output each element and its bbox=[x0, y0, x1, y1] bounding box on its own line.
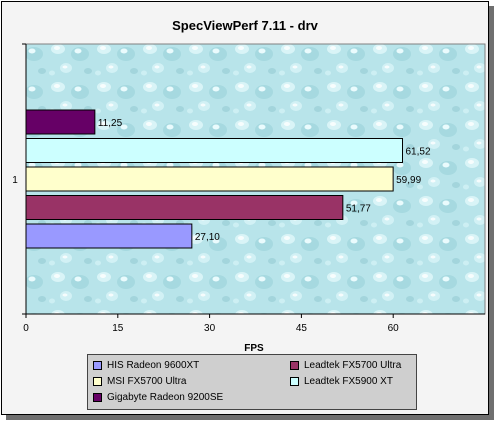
legend-swatch bbox=[290, 361, 299, 370]
legend-item-his-radeon-9600xt: HIS Radeon 9600XT bbox=[93, 360, 199, 371]
bar-his-radeon-9600xt bbox=[25, 223, 193, 249]
data-label: 11,25 bbox=[98, 118, 123, 129]
legend-item-leadtek-fx5700-ultra: Leadtek FX5700 Ultra bbox=[290, 360, 401, 371]
legend-swatch bbox=[290, 377, 299, 386]
chart-frame: SpecViewPerf 7.11 - drv 0 15 30 45 60 1 FPS 27,… bbox=[1, 1, 489, 415]
data-label: 27,10 bbox=[195, 232, 220, 243]
legend-label: Gigabyte Radeon 9200SE bbox=[107, 392, 224, 403]
bar-leadtek-fx5900-xt bbox=[25, 138, 404, 163]
legend-swatch bbox=[93, 361, 102, 370]
x-tick-label: 0 bbox=[23, 323, 29, 334]
x-tick-label: 30 bbox=[204, 323, 216, 334]
data-label: 51,77 bbox=[346, 204, 371, 215]
legend-item-msi-fx5700-ultra: MSI FX5700 Ultra bbox=[93, 376, 186, 387]
legend-label: Leadtek FX5900 XT bbox=[304, 376, 393, 387]
plot-group: 0 15 30 45 60 1 FPS 27,10 51,77 59,99 61,52 11,25 bbox=[12, 43, 486, 354]
plot-area: 0 15 30 45 60 1 FPS 27,10 51,77 59,99 61,52 11,25 bbox=[12, 43, 486, 354]
legend-label: MSI FX5700 Ultra bbox=[107, 376, 187, 387]
bar-msi-fx5700-ultra bbox=[25, 166, 394, 192]
x-tick-label: 15 bbox=[112, 323, 124, 334]
x-tick-label: 45 bbox=[296, 323, 308, 334]
data-label: 61,52 bbox=[406, 147, 431, 158]
legend-swatch bbox=[93, 393, 102, 402]
data-label: 59,99 bbox=[396, 175, 421, 186]
y-category-label: 1 bbox=[12, 175, 18, 186]
legend-swatch bbox=[93, 377, 102, 386]
bar-gigabyte-radeon-9200se bbox=[25, 109, 96, 135]
x-tick-label: 60 bbox=[388, 323, 400, 334]
legend-label: Leadtek FX5700 Ultra bbox=[304, 360, 402, 371]
legend: HIS Radeon 9600XT Leadtek FX5700 Ultra M… bbox=[87, 354, 417, 410]
chart-title: SpecViewPerf 7.11 - drv bbox=[172, 18, 318, 33]
legend-label: HIS Radeon 9600XT bbox=[107, 360, 200, 371]
legend-item-leadtek-fx5900-xt: Leadtek FX5900 XT bbox=[290, 376, 393, 387]
x-axis-label: FPS bbox=[244, 343, 264, 354]
legend-item-gigabyte-radeon-9200se: Gigabyte Radeon 9200SE bbox=[93, 392, 223, 403]
bar-leadtek-fx5700-ultra bbox=[25, 195, 344, 220]
